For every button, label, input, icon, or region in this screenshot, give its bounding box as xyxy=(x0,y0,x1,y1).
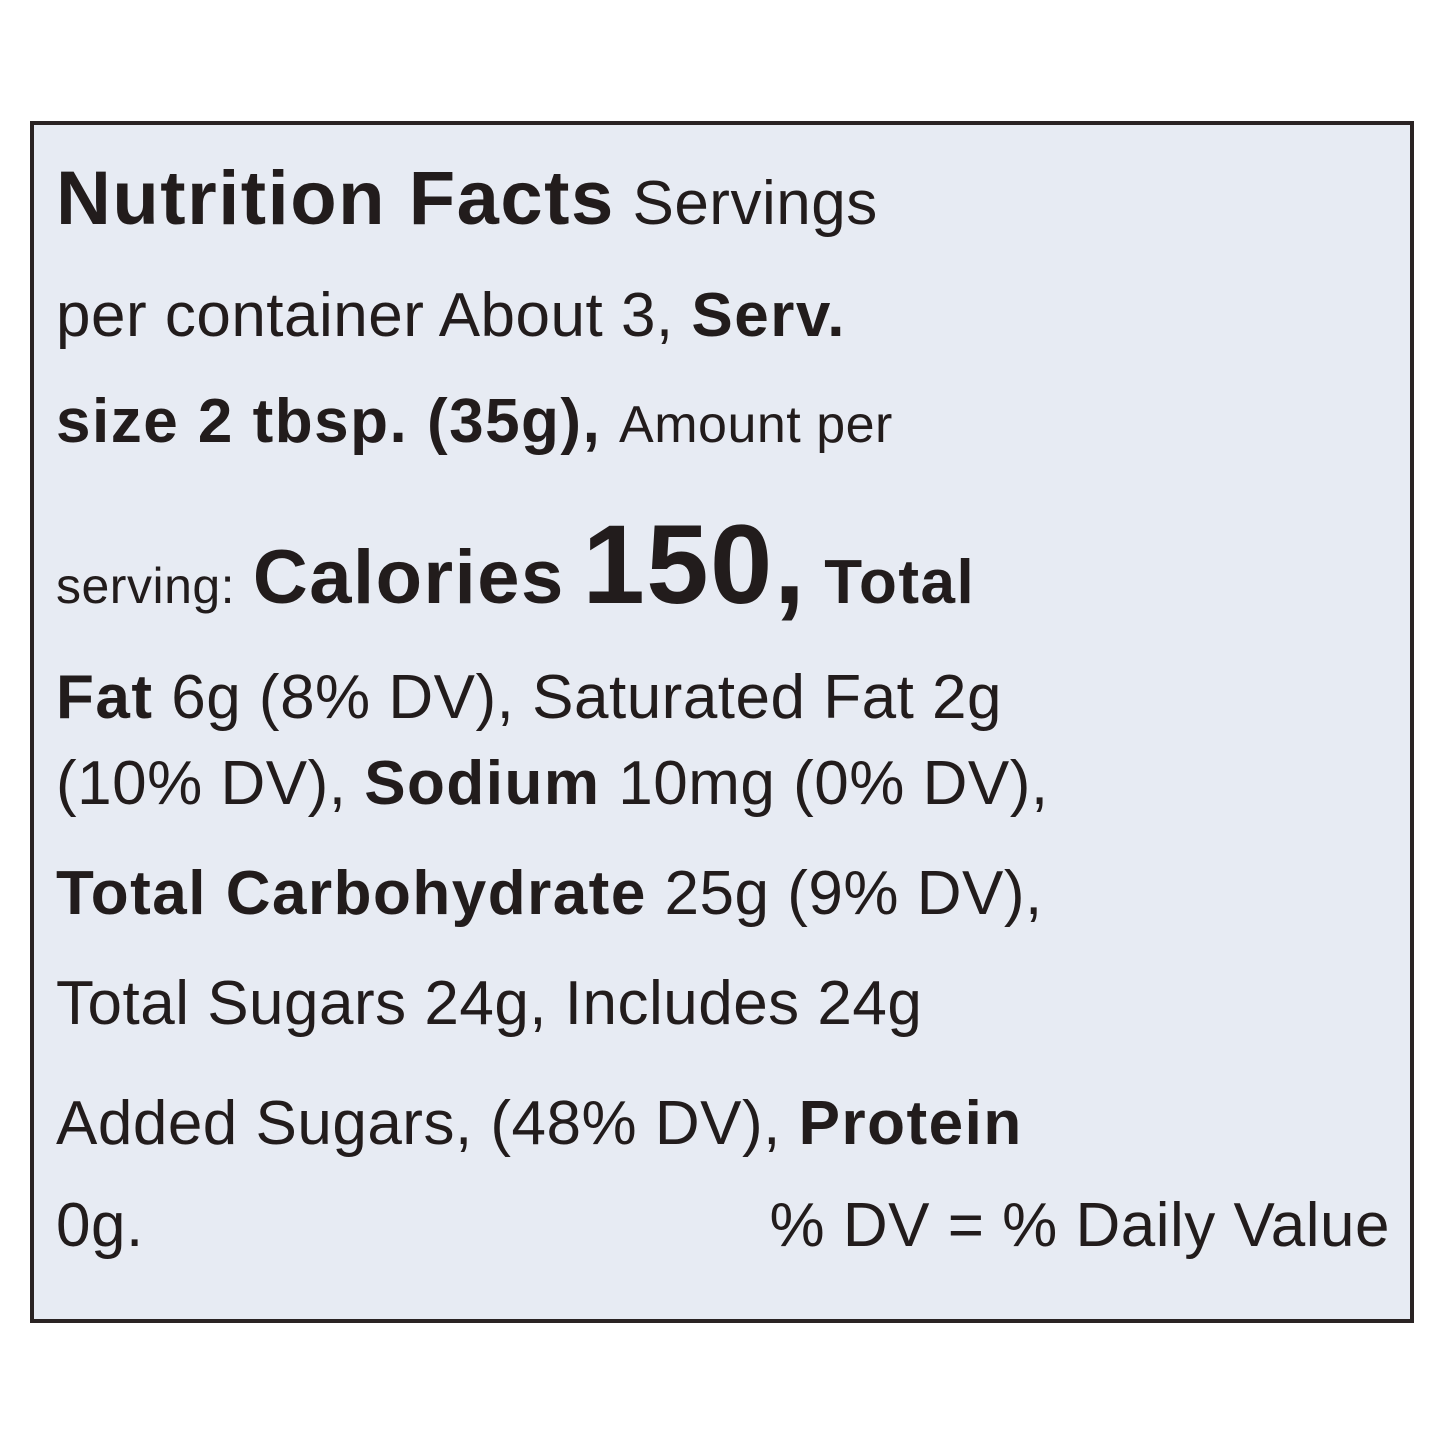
fat-value: 6g (8% DV), Saturated Fat 2g xyxy=(171,663,1002,732)
line-2: per container About 3, Serv. xyxy=(56,285,846,347)
protein-label: Protein xyxy=(798,1089,1023,1158)
servings-per-container: per container About 3, xyxy=(56,281,674,350)
title: Nutrition Facts xyxy=(56,156,615,241)
serv-label: Serv. xyxy=(691,281,846,350)
nutrition-facts-label: Nutrition Facts Servings per container A… xyxy=(30,121,1414,1323)
line-9: Added Sugars, (48% DV), Protein xyxy=(56,1093,1023,1155)
line-7: Total Carbohydrate 25g (9% DV), xyxy=(56,863,1043,925)
sodium-value: 10mg (0% DV), xyxy=(618,749,1049,818)
line-8: Total Sugars 24g, Includes 24g xyxy=(56,973,922,1035)
line-4: serving: Calories 150, Total xyxy=(56,509,975,621)
servings-label: Servings xyxy=(632,169,878,238)
carb-value: 25g (9% DV), xyxy=(664,859,1043,928)
calories-label: Calories xyxy=(252,535,565,620)
line-10: 0g. % DV = % Daily Value xyxy=(56,1195,1390,1257)
line-6: (10% DV), Sodium 10mg (0% DV), xyxy=(56,753,1049,815)
line-5: Fat 6g (8% DV), Saturated Fat 2g xyxy=(56,667,1002,729)
fat-label: Fat xyxy=(56,663,154,732)
sodium-label: Sodium xyxy=(364,749,601,818)
line-1: Nutrition Facts Servings xyxy=(56,161,878,237)
protein-value: 0g. xyxy=(56,1191,144,1260)
calories-comma: , xyxy=(773,502,807,627)
calories-value: 150 xyxy=(582,502,774,627)
sugars: Total Sugars 24g, Includes 24g xyxy=(56,969,923,1038)
serving-word: serving: xyxy=(56,558,236,614)
total-word: Total xyxy=(824,548,976,617)
added-sugars: Added Sugars, (48% DV), xyxy=(56,1089,781,1158)
sat-fat-dv: (10% DV), xyxy=(56,749,347,818)
line-3: size 2 tbsp. (35g), Amount per xyxy=(56,391,893,453)
carb-label: Total Carbohydrate xyxy=(56,859,647,928)
amount-per: Amount per xyxy=(619,396,893,454)
dv-note: % DV = % Daily Value xyxy=(769,1191,1390,1260)
serving-size: size 2 tbsp. (35g), xyxy=(56,387,602,456)
